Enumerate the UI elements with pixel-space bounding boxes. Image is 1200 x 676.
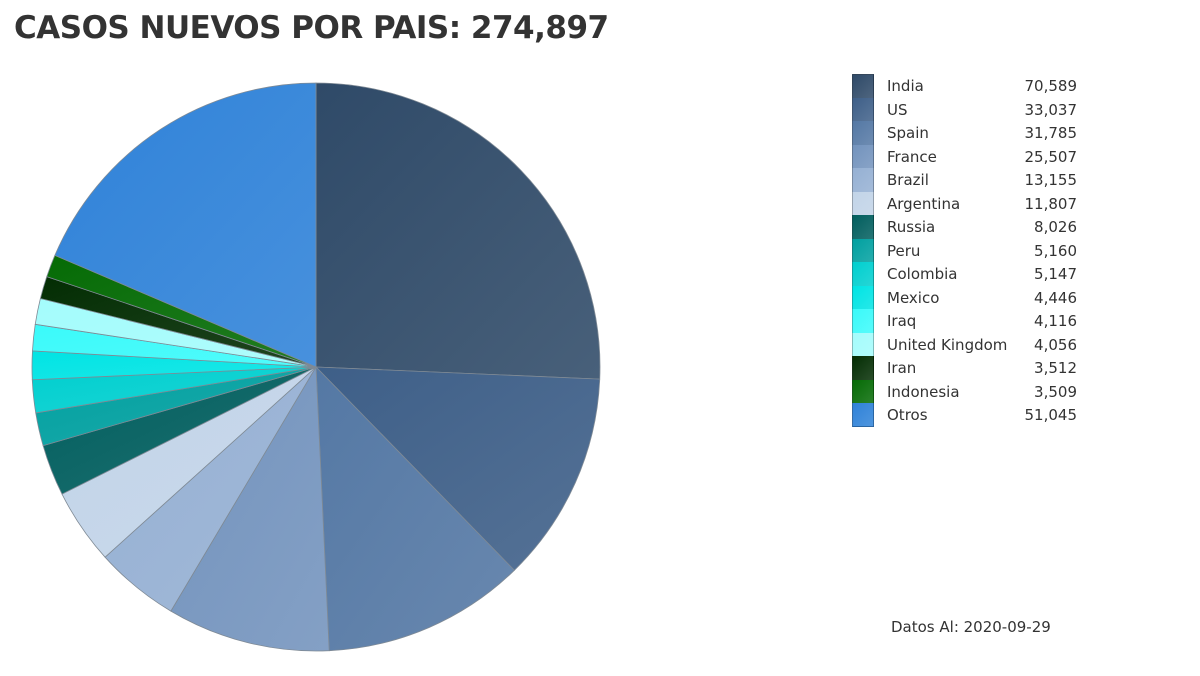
legend-item-iraq: Iraq 4,116 [852,309,1092,333]
legend-value: 31,785 [1024,124,1078,142]
legend-label: Mexico [887,288,940,307]
legend-label: Iraq [887,312,917,330]
legend-label: Otros [887,406,928,424]
legend-value: 5,147 [1034,265,1077,283]
legend-label: Russia [887,218,936,236]
legend-value: 13,155 [1024,171,1078,189]
legend: India 70,589 US 33,037 Spain 31,785 France 25,5… [852,74,1092,427]
legend-swatch [852,262,874,286]
legend-label: United Kingdom [887,335,1008,354]
legend-item-russia: Russia 8,026 [852,215,1092,239]
legend-swatch [852,332,874,356]
legend-swatch [852,309,874,333]
legend-swatch [852,379,874,403]
legend-label: India [887,77,924,95]
legend-swatch [852,144,874,168]
legend-item-otros: Otros 51,045 [852,403,1092,427]
legend-item-peru: Peru 5,160 [852,238,1092,262]
legend-value: 3,509 [1034,382,1077,401]
legend-swatch [852,74,874,98]
legend-item-united-kingdom: United Kingdom 4,056 [852,332,1092,356]
legend-swatch [852,356,874,380]
legend-value: 4,056 [1034,335,1077,354]
data-date-note: Datos Al: 2020-09-29 [891,618,1051,636]
pie-slice-us [315,366,601,571]
legend-swatch [852,168,874,192]
legend-swatch [852,191,874,215]
legend-swatch [852,97,874,121]
legend-item-indonesia: Indonesia 3,509 [852,379,1092,403]
legend-value: 33,037 [1024,100,1078,119]
legend-value: 25,507 [1024,147,1078,166]
pie-slice-france [170,365,330,652]
legend-label: Peru [887,241,921,260]
legend-item-us: US 33,037 [852,97,1092,121]
legend-item-brazil: Brazil 13,155 [852,168,1092,192]
legend-value: 5,160 [1034,241,1077,260]
pie-slice-otros [54,82,317,368]
legend-value: 3,512 [1034,359,1077,377]
legend-label: US [887,100,908,119]
chart-title: CASOS NUEVOS POR PAIS: 274,897 [14,10,609,46]
legend-value: 4,116 [1034,312,1077,330]
legend-item-argentina: Argentina 11,807 [852,191,1092,215]
legend-swatch [852,121,874,145]
legend-swatch [852,215,874,239]
legend-value: 8,026 [1034,218,1077,236]
legend-value: 11,807 [1024,194,1078,213]
legend-item-colombia: Colombia 5,147 [852,262,1092,286]
legend-swatch [852,238,874,262]
legend-label: Iran [887,359,917,377]
legend-value: 70,589 [1024,77,1078,95]
legend-label: Argentina [887,194,961,213]
legend-label: Brazil [887,171,929,189]
legend-item-mexico: Mexico 4,446 [852,285,1092,309]
pie-slice-india [315,82,601,380]
legend-label: Spain [887,124,929,142]
legend-swatch [852,285,874,309]
legend-value: 4,446 [1034,288,1077,307]
legend-label: Colombia [887,265,958,283]
legend-swatch [852,403,874,427]
legend-item-france: France 25,507 [852,144,1092,168]
pie-slice-spain [315,365,515,652]
legend-value: 51,045 [1024,406,1078,424]
legend-label: France [887,147,937,166]
legend-item-india: India 70,589 [852,74,1092,98]
legend-item-spain: Spain 31,785 [852,121,1092,145]
legend-item-iran: Iran 3,512 [852,356,1092,380]
legend-label: Indonesia [887,382,960,401]
